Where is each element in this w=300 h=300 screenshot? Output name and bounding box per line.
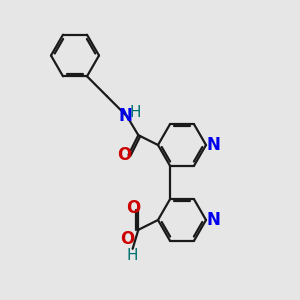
Text: O: O — [120, 230, 135, 248]
Text: O: O — [126, 199, 140, 217]
Text: N: N — [206, 136, 220, 154]
Text: H: H — [127, 248, 138, 263]
Text: H: H — [129, 105, 141, 120]
Text: N: N — [206, 211, 220, 229]
Text: O: O — [117, 146, 132, 164]
Text: N: N — [118, 107, 132, 125]
